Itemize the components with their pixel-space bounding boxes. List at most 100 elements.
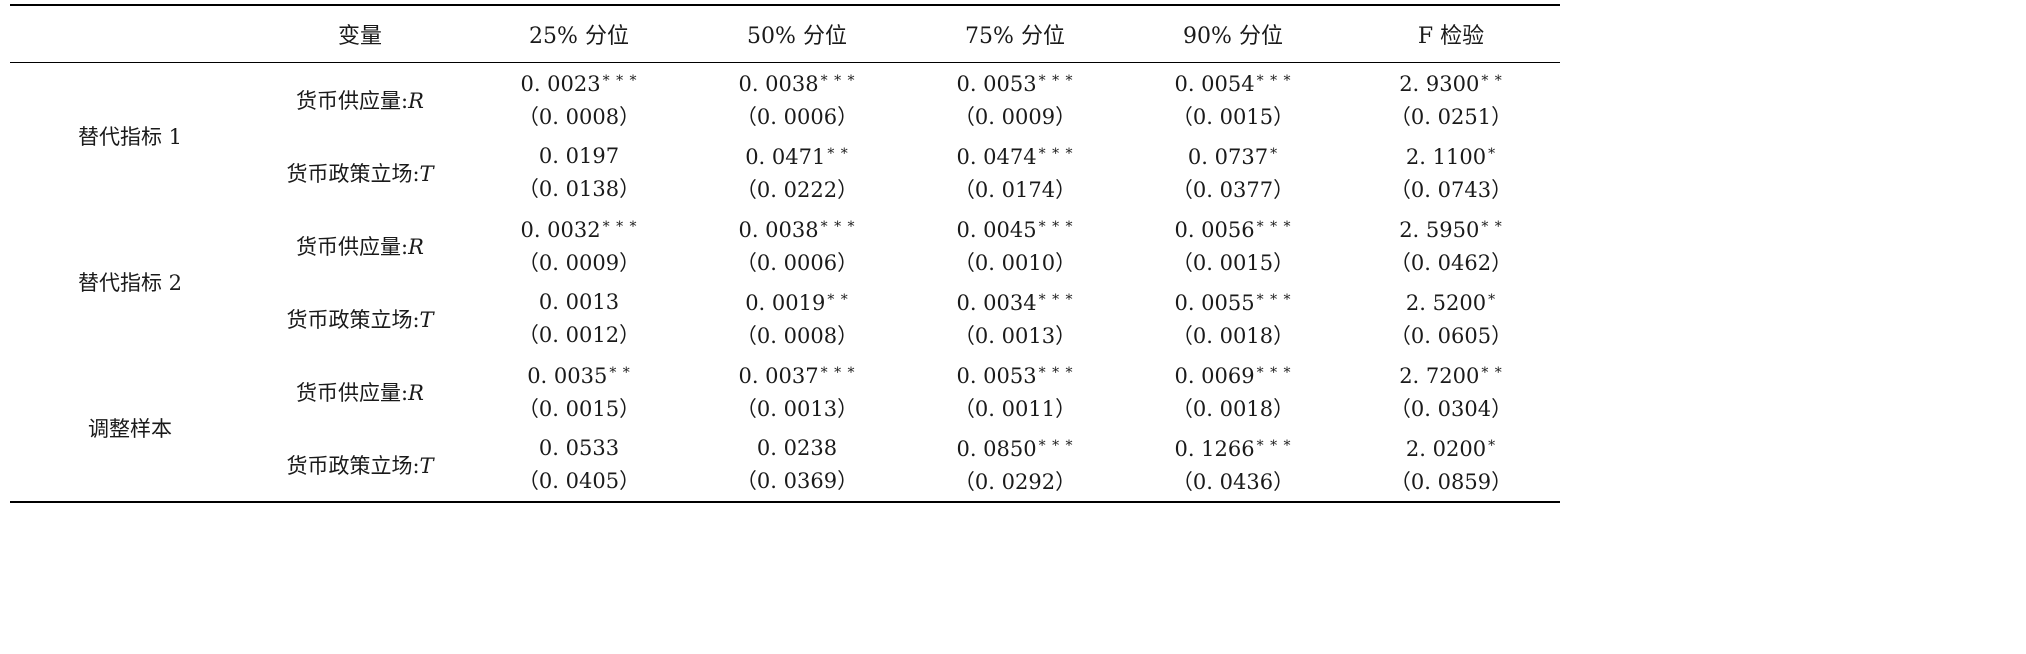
coefficient: 0. 0054 (1174, 72, 1255, 96)
standard-error: （0. 0015） (1171, 105, 1295, 129)
coefficient-line: 2. 5200 * (1342, 284, 1560, 320)
variable-label: 货币政策立场: (286, 453, 420, 478)
cell-q90: 0. 1266 * * * （0. 0436） (1124, 428, 1342, 502)
variable-symbol: R (408, 88, 424, 113)
standard-error: （0. 0222） (735, 178, 859, 202)
significance-stars: * * * (1256, 365, 1292, 381)
standard-error: （0. 0304） (1389, 397, 1513, 421)
coefficient-line: 0. 0069 * * * (1124, 357, 1342, 393)
cell-q75: 0. 0850 * * * （0. 0292） (906, 428, 1124, 502)
group-label: 替代指标 2 (77, 271, 183, 295)
coefficient-line: 0. 1266 * * * (1124, 430, 1342, 466)
significance-stars: * * * (820, 73, 856, 89)
standard-error: （0. 0462） (1389, 251, 1513, 275)
significance-stars: * * * (1038, 73, 1074, 89)
coefficient: 0. 0197 (538, 143, 620, 168)
coefficient: 0. 0069 (1174, 364, 1255, 388)
significance-stars: * (1488, 146, 1497, 162)
cell-q90: 0. 0056 * * * （0. 0015） (1124, 209, 1342, 282)
standard-error: （0. 0008） (517, 105, 641, 129)
coefficient-line: 0. 0045 * * * (906, 211, 1124, 247)
variable-symbol: T (419, 453, 434, 478)
standard-error: （0. 0405） (517, 468, 641, 493)
cell-q25: 0. 0533 （0. 0405） (470, 428, 688, 502)
cell-f-test: 2. 5200 * （0. 0605） (1342, 282, 1560, 355)
coefficient: 0. 0053 (956, 72, 1037, 96)
header-variable: 变量 (337, 24, 382, 49)
significance-stars: * * * (820, 219, 856, 235)
cell-q50: 0. 0038 * * * （0. 0006） (688, 63, 906, 137)
significance-stars: * * * (1256, 438, 1292, 454)
significance-stars: * * * (1038, 365, 1074, 381)
robustness-table: 变量 25% 分位 50% 分位 75% 分位 90% 分位 F 检验 替代指标… (10, 4, 1560, 503)
cell-q50: 0. 0238 （0. 0369） (688, 428, 906, 502)
variable-label: 货币供应量: (296, 234, 409, 259)
coefficient-line: 0. 0034 * * * (906, 284, 1124, 320)
significance-stars: * * * (1038, 292, 1074, 308)
significance-stars: * * * (820, 365, 856, 381)
standard-error: （0. 0006） (735, 251, 859, 275)
variable-label: 货币供应量: (296, 88, 409, 113)
coefficient: 2. 5950 (1399, 218, 1480, 242)
significance-stars: * * * (602, 73, 638, 89)
coefficient: 0. 0038 (738, 218, 819, 242)
coefficient-line: 0. 0013 (470, 286, 688, 319)
coefficient: 0. 0013 (538, 289, 620, 314)
coefficient-line: 0. 0023 * * * (470, 65, 688, 101)
coefficient: 0. 0055 (1174, 291, 1255, 315)
cell-q90: 0. 0737 * （0. 0377） (1124, 136, 1342, 209)
table-row: 货币政策立场:T 0. 0197 （0. 0138） 0. 0471 * * （0. 02… (10, 136, 1560, 209)
coefficient: 0. 0056 (1174, 218, 1255, 242)
coefficient-line: 0. 0474 * * * (906, 138, 1124, 174)
header-row: 变量 25% 分位 50% 分位 75% 分位 90% 分位 F 检验 (10, 5, 1560, 63)
coefficient-line: 0. 0471 * * (688, 138, 906, 174)
header-q50: 50% 分位 (747, 24, 847, 49)
significance-stars: * * (827, 292, 849, 308)
variable-label: 货币供应量: (296, 380, 409, 405)
coefficient: 0. 1266 (1174, 437, 1255, 461)
cell-f-test: 2. 5950 * * （0. 0462） (1342, 209, 1560, 282)
coefficient: 0. 0471 (745, 145, 826, 169)
group-label: 调整样本 (88, 417, 172, 441)
cell-f-test: 2. 1100 * （0. 0743） (1342, 136, 1560, 209)
coefficient: 0. 0034 (956, 291, 1037, 315)
coefficient-line: 2. 9300 * * (1342, 65, 1560, 101)
significance-stars: * * (827, 146, 849, 162)
coefficient: 2. 1100 (1405, 145, 1487, 169)
table-row: 替代指标 2 货币供应量:R 0. 0032 * * * （0. 0009） 0. 003… (10, 209, 1560, 295)
group-label: 替代指标 1 (77, 125, 183, 149)
cell-q50: 0. 0019 * * （0. 0008） (688, 282, 906, 355)
standard-error: （0. 0018） (1171, 324, 1295, 348)
variable-cell: 货币政策立场:T (250, 428, 470, 502)
standard-error: （0. 0369） (735, 468, 859, 493)
cell-f-test: 2. 9300 * * （0. 0251） (1342, 63, 1560, 137)
header-q75: 75% 分位 (965, 24, 1065, 49)
header-q90: 90% 分位 (1183, 24, 1283, 49)
variable-cell: 货币政策立场:T (250, 282, 470, 355)
coefficient-line: 0. 0197 (470, 140, 688, 173)
table-row: 替代指标 1 货币供应量:R 0. 0023 * * * （0. 0008） 0. 003… (10, 63, 1560, 149)
standard-error: （0. 0011） (953, 397, 1077, 421)
coefficient: 0. 0053 (956, 364, 1037, 388)
standard-error: （0. 0605） (1389, 324, 1513, 348)
coefficient: 0. 0474 (956, 145, 1037, 169)
significance-stars: * * (609, 365, 631, 381)
standard-error: （0. 0174） (953, 178, 1077, 202)
standard-error: （0. 0859） (1389, 470, 1513, 494)
cell-f-test: 2. 7200 * * （0. 0304） (1342, 355, 1560, 428)
coefficient-line: 0. 0038 * * * (688, 65, 906, 101)
coefficient-line: 0. 0056 * * * (1124, 211, 1342, 247)
standard-error: （0. 0012） (517, 322, 641, 347)
significance-stars: * * * (602, 219, 638, 235)
standard-error: （0. 0436） (1171, 470, 1295, 494)
header-f-test: F 检验 (1417, 24, 1485, 49)
table-row: 货币政策立场:T 0. 0533 （0. 0405） 0. 0238 （0. 0369）… (10, 428, 1560, 502)
cell-q25: 0. 0023 * * * （0. 0008） (470, 63, 688, 137)
cell-q75: 0. 0034 * * * （0. 0013） (906, 282, 1124, 355)
cell-q25: 0. 0197 （0. 0138） (470, 136, 688, 209)
cell-q25: 0. 0035 * * （0. 0015） (470, 355, 688, 428)
standard-error: （0. 0013） (953, 324, 1077, 348)
coefficient-line: 2. 7200 * * (1342, 357, 1560, 393)
coefficient: 0. 0023 (520, 72, 601, 96)
variable-cell: 货币供应量:R (250, 63, 470, 137)
